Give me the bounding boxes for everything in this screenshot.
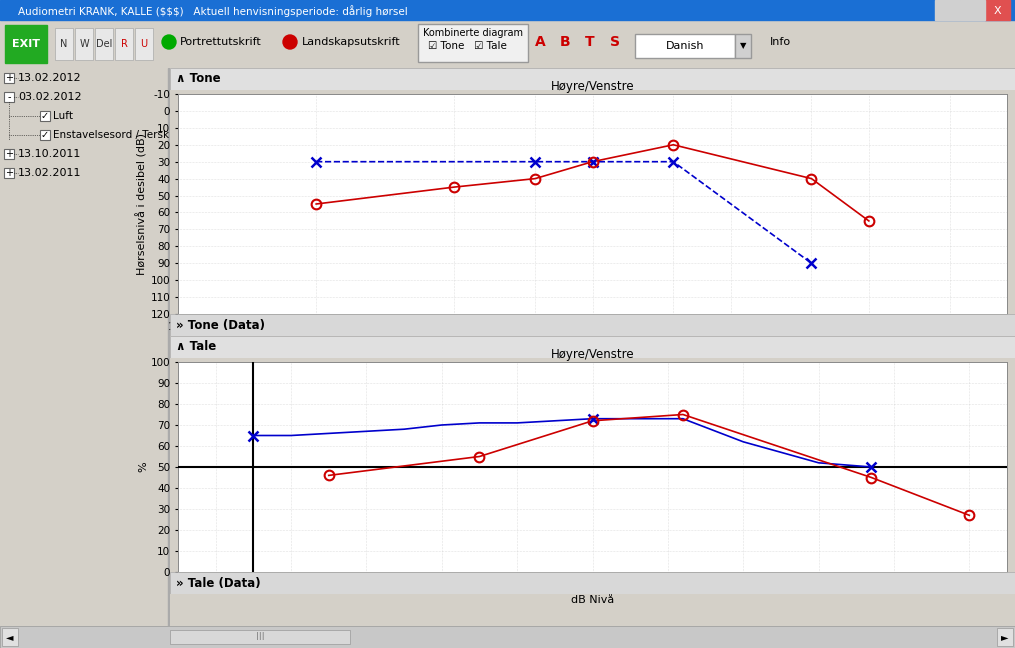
- Bar: [75, 28, 93, 60]
- Text: 13.02.2012: 13.02.2012: [18, 73, 81, 83]
- Bar: [935, 0, 960, 20]
- Text: A: A: [535, 35, 545, 49]
- Bar: [168, 68, 170, 626]
- Text: U: U: [140, 39, 147, 49]
- Bar: [170, 630, 350, 644]
- Text: III: III: [256, 632, 264, 642]
- Text: Info: Info: [770, 37, 791, 47]
- Bar: [4, 149, 14, 159]
- Text: Kombinerte diagram: Kombinerte diagram: [423, 28, 523, 38]
- Text: Portrettutskrift: Portrettutskrift: [180, 37, 262, 47]
- Text: 03.02.2012: 03.02.2012: [18, 92, 81, 102]
- Circle shape: [283, 35, 297, 49]
- Bar: [985, 0, 1010, 20]
- X-axis label: dB Nivå: dB Nivå: [570, 596, 614, 605]
- Text: R: R: [121, 39, 128, 49]
- Text: Audiometri KRANK, KALLE ($$$)   Aktuell henvisningsperiode: dårlig hørsel: Audiometri KRANK, KALLE ($$$) Aktuell he…: [18, 5, 408, 17]
- Bar: [4, 73, 14, 83]
- Bar: [2, 628, 18, 646]
- Bar: [40, 111, 50, 121]
- Bar: [997, 628, 1013, 646]
- Text: Enstavelsesord / Tersk: Enstavelsesord / Tersk: [53, 130, 170, 140]
- Text: W: W: [79, 39, 88, 49]
- Bar: [4, 168, 14, 178]
- Text: » Tale (Data): » Tale (Data): [176, 577, 261, 590]
- Text: X: X: [994, 6, 1001, 16]
- Text: -: -: [7, 92, 11, 102]
- Text: ✓: ✓: [41, 111, 49, 121]
- Text: T: T: [586, 35, 595, 49]
- Bar: [55, 28, 73, 60]
- Text: » Tone (Data): » Tone (Data): [176, 319, 265, 332]
- Bar: [0, 0, 1015, 20]
- Text: Luft: Luft: [53, 111, 73, 121]
- Text: Del: Del: [95, 39, 113, 49]
- Title: Høyre/Venstre: Høyre/Venstre: [551, 80, 634, 93]
- Text: Danish: Danish: [666, 41, 704, 51]
- Bar: [4, 92, 14, 102]
- Y-axis label: %: %: [138, 461, 148, 472]
- Text: ☑ Tone   ☑ Tale: ☑ Tone ☑ Tale: [428, 41, 506, 51]
- Text: ✓: ✓: [41, 130, 49, 140]
- Title: Høyre/Venstre: Høyre/Venstre: [551, 348, 634, 361]
- Text: Landskapsutskrift: Landskapsutskrift: [302, 37, 401, 47]
- Text: 13.02.2011: 13.02.2011: [18, 168, 81, 178]
- Text: ►: ►: [1001, 632, 1009, 642]
- Y-axis label: Hørselsnivå i desibel (dB): Hørselsnivå i desibel (dB): [136, 133, 148, 275]
- Bar: [960, 0, 985, 20]
- Bar: [40, 130, 50, 140]
- Bar: [635, 34, 735, 58]
- X-axis label: Frekvenser i Hertz (Hz): Frekvenser i Hertz (Hz): [529, 337, 657, 347]
- Text: +: +: [5, 149, 13, 159]
- Text: +: +: [5, 73, 13, 83]
- Text: 13.10.2011: 13.10.2011: [18, 149, 81, 159]
- Text: EXIT: EXIT: [12, 39, 40, 49]
- Text: ∧ Tale: ∧ Tale: [176, 340, 216, 354]
- Text: ∧ Tone: ∧ Tone: [176, 73, 220, 86]
- Circle shape: [162, 35, 176, 49]
- Bar: [135, 28, 153, 60]
- Bar: [418, 24, 528, 62]
- Text: ▼: ▼: [740, 41, 746, 51]
- Bar: [95, 28, 113, 60]
- Bar: [5, 25, 47, 63]
- Text: S: S: [610, 35, 620, 49]
- Bar: [735, 34, 751, 58]
- Text: B: B: [559, 35, 570, 49]
- Text: ◄: ◄: [6, 632, 14, 642]
- Text: N: N: [60, 39, 68, 49]
- Text: +: +: [5, 168, 13, 178]
- Bar: [115, 28, 133, 60]
